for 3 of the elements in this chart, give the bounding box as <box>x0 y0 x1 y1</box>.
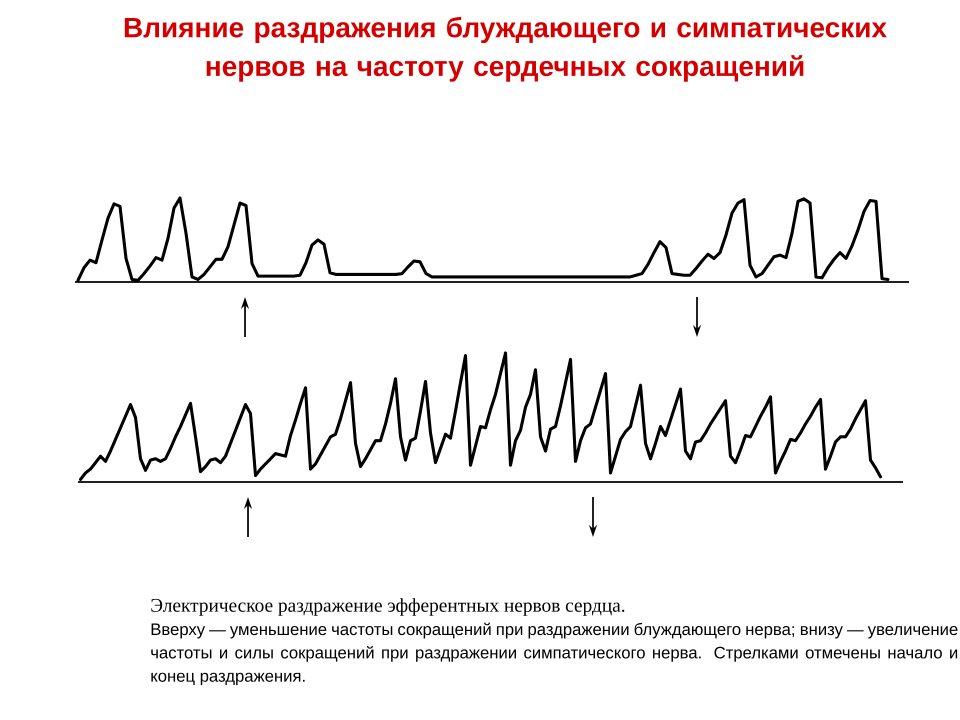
chart-title: Влияние раздражения блуждающего и симпатических нервов на частоту сердечных сокращений <box>124 16 887 82</box>
text: Электрическое раздражение эфферентных нервов сердца. <box>151 598 624 616</box>
text: Вверху — уменьшение частоты сокращений при раздражении блуждающего нерва; внизу — увеличение частоты и силы сокращений при раздражении симпатического нерва. Стрелками отмечены начало и конец раздражения. <box>151 622 958 686</box>
